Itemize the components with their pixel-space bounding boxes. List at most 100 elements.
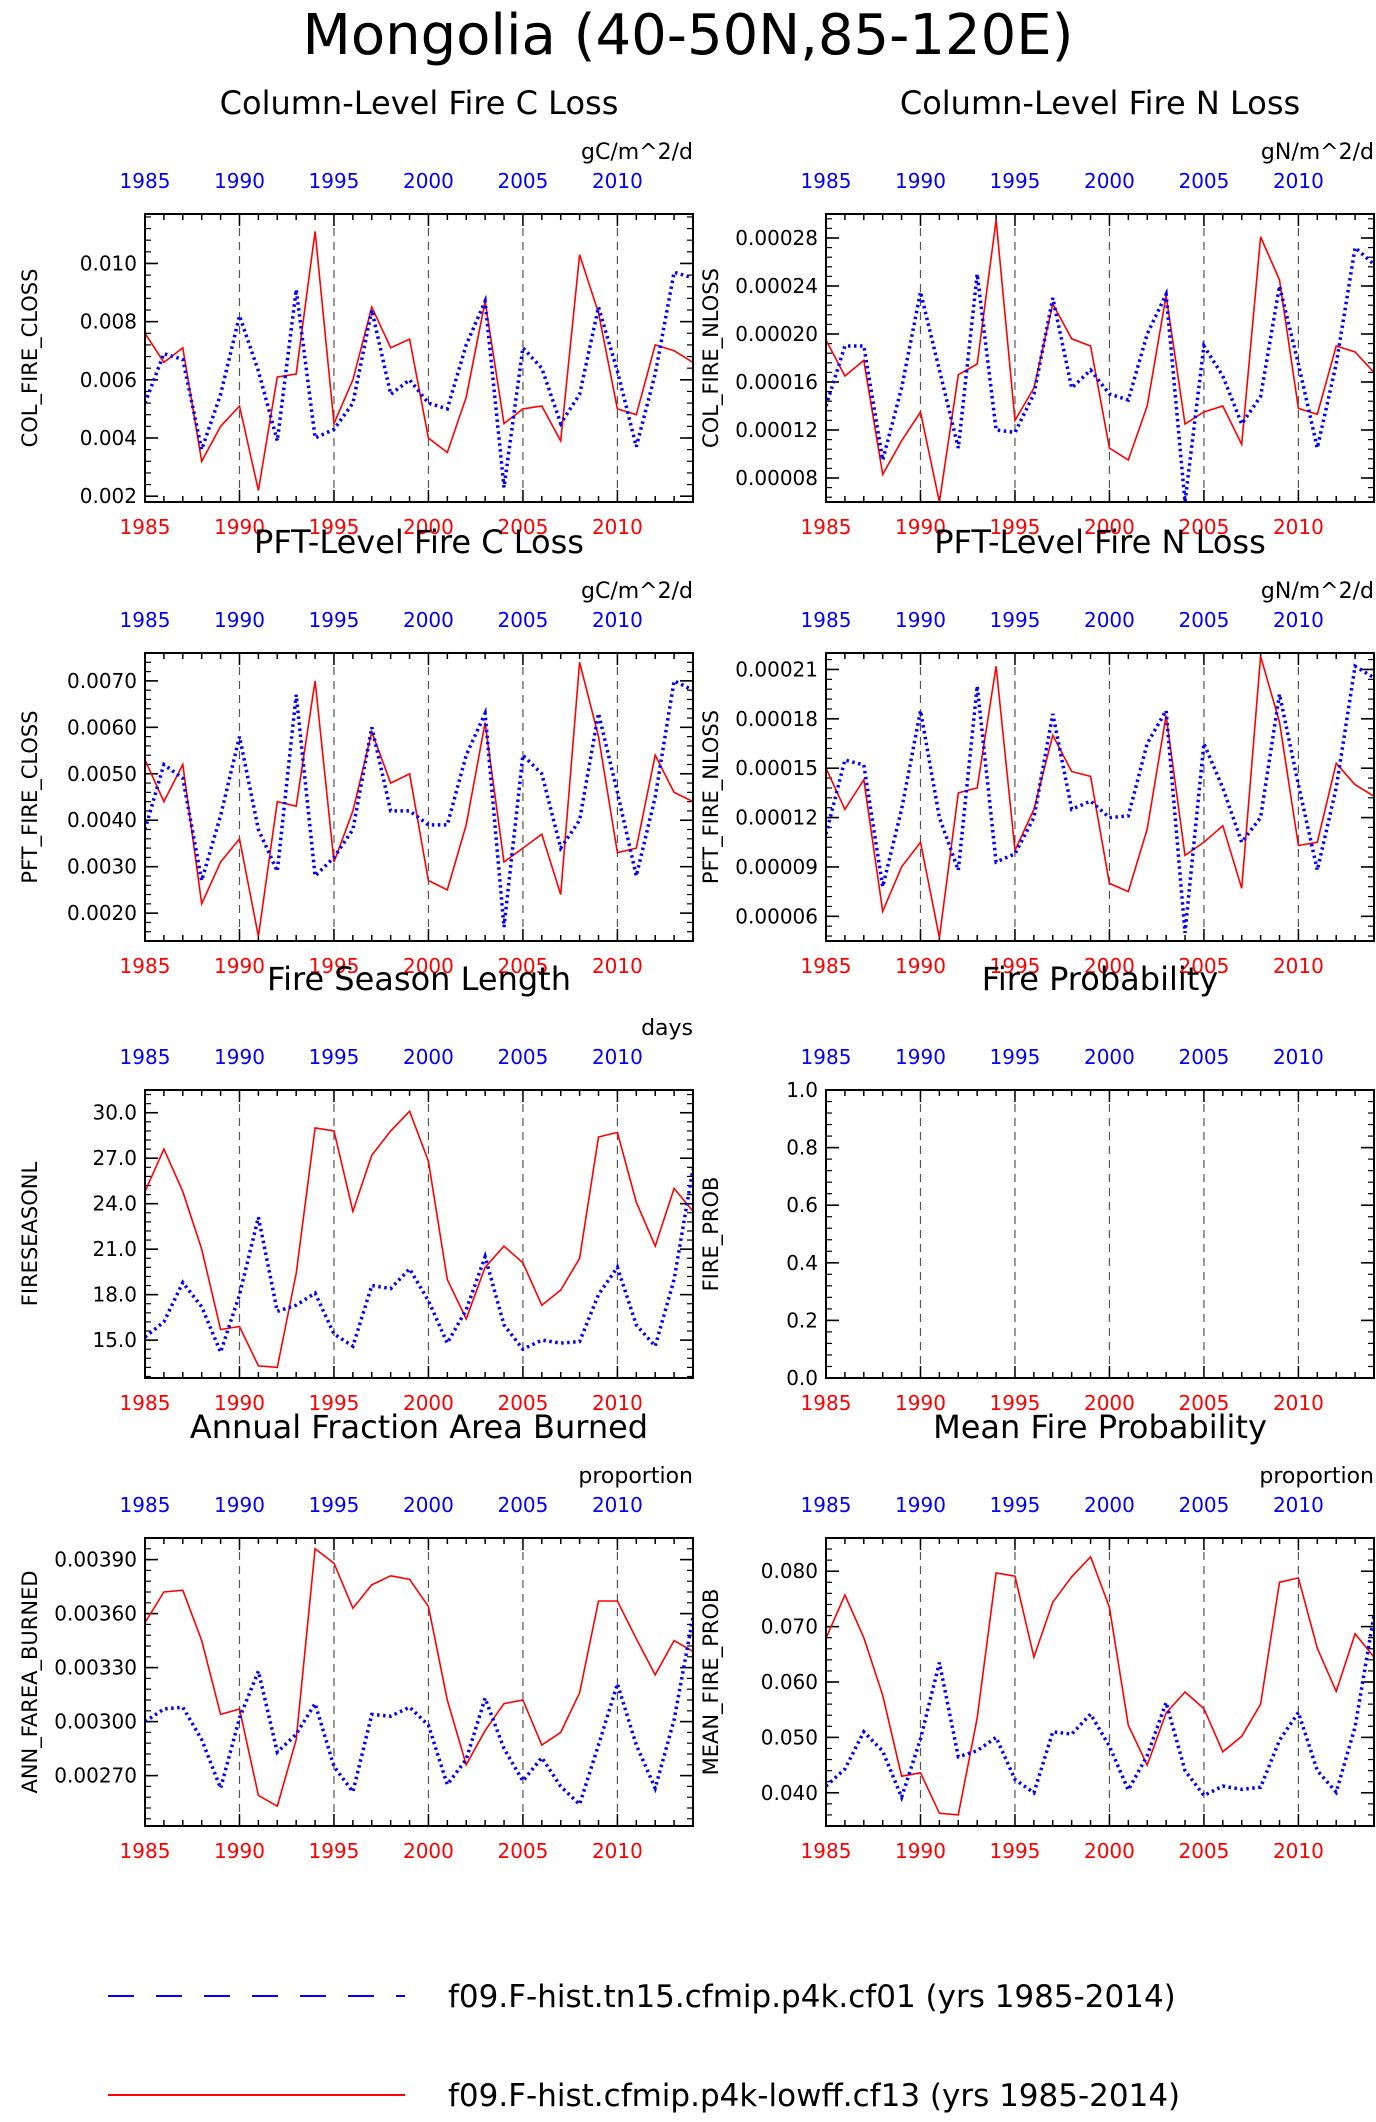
y-axis-label: MEAN_FIRE_PROB (699, 1589, 724, 1776)
x-tick-label-top: 1995 (309, 1045, 360, 1069)
x-tick-label-top: 1990 (214, 169, 265, 193)
plot-frame (825, 1537, 1375, 1827)
x-tick-label-bottom: 2000 (1084, 1839, 1135, 1863)
plot-frame (825, 213, 1375, 503)
y-tick-label: 0.080 (761, 1559, 818, 1583)
y-tick-label: 0.00012 (735, 418, 818, 442)
x-tick-label-bottom: 1985 (801, 1391, 852, 1415)
x-tick-label-bottom: 1995 (309, 515, 360, 539)
x-tick-label-top: 2010 (1273, 169, 1324, 193)
series-group (145, 1109, 693, 1369)
x-tick-label-bottom: 1995 (309, 1391, 360, 1415)
y-tick-label: 0.00270 (54, 1764, 137, 1788)
x-tick-label-bottom: 1985 (801, 515, 852, 539)
chart-panel: PFT-Level Fire C Loss gC/m^2/d 0.0020 0.003… (18, 523, 694, 978)
plot-frame (144, 1089, 694, 1379)
x-tick-label-bottom: 2005 (1178, 515, 1229, 539)
series-line-dotted (145, 269, 693, 488)
plot-frame (144, 652, 694, 942)
x-tick-label-bottom: 2010 (592, 515, 643, 539)
x-tick-label-top: 1990 (214, 608, 265, 632)
y-tick-label: 0.4 (786, 1251, 818, 1275)
x-tick-label-bottom: 1990 (895, 954, 946, 978)
chart-title: PFT-Level Fire C Loss (254, 523, 584, 561)
x-tick-label-top: 1990 (895, 1045, 946, 1069)
x-tick-label-bottom: 2005 (1178, 1839, 1229, 1863)
x-tick-label-bottom: 1985 (120, 515, 171, 539)
x-tick-label-top: 2005 (1178, 608, 1229, 632)
x-tick-label-top: 2000 (1084, 1045, 1135, 1069)
x-tick-label-bottom: 2005 (1178, 954, 1229, 978)
x-tick-label-top: 1985 (120, 1045, 171, 1069)
x-tick-label-top: 2000 (403, 608, 454, 632)
series-line-dotted (145, 1616, 693, 1808)
x-tick-label-bottom: 2010 (1273, 515, 1324, 539)
x-tick-label-bottom: 1990 (895, 1839, 946, 1863)
x-tick-label-bottom: 1995 (990, 954, 1041, 978)
x-tick-label-top: 1995 (990, 169, 1041, 193)
x-tick-label-top: 2005 (497, 608, 548, 632)
y-tick-label: 0.00360 (54, 1602, 137, 1626)
series-group (145, 662, 693, 937)
y-axis-label: COL_FIRE_CLOSS (18, 269, 43, 448)
chart-panels: Column-Level Fire C Loss gC/m^2/d 0.002 0.0… (18, 84, 1375, 1863)
y-tick-label: 0.010 (80, 251, 137, 275)
chart-title: Annual Fraction Area Burned (190, 1408, 648, 1446)
x-tick-label-bottom: 1985 (120, 1839, 171, 1863)
y-tick-label: 0.00018 (735, 707, 818, 731)
y-tick-label: 0.008 (80, 310, 137, 334)
series-line-dotted (826, 244, 1374, 502)
series-line-solid (145, 231, 693, 491)
x-tick-label-bottom: 2010 (592, 1391, 643, 1415)
series-group (826, 1555, 1374, 1816)
y-axis-label: FIRESEASONL (18, 1162, 42, 1307)
x-tick-label-top: 1985 (120, 169, 171, 193)
y-tick-label: 0.050 (761, 1725, 818, 1749)
y-tick-label: 24.0 (92, 1192, 137, 1216)
x-tick-label-top: 1995 (309, 169, 360, 193)
y-tick-label: 18.0 (92, 1283, 137, 1307)
x-tick-label-top: 1990 (895, 1493, 946, 1517)
chart-units: proportion (578, 1464, 693, 1489)
plot-frame (144, 1537, 694, 1827)
series-line-solid (826, 1555, 1374, 1816)
series-line-dotted (145, 1168, 693, 1358)
x-tick-label-bottom: 1990 (895, 1391, 946, 1415)
y-tick-label: 0.070 (761, 1615, 818, 1639)
x-tick-label-top: 1985 (801, 1045, 852, 1069)
x-tick-label-top: 2010 (1273, 1493, 1324, 1517)
x-tick-label-bottom: 1995 (309, 1839, 360, 1863)
x-tick-label-top: 2000 (1084, 1493, 1135, 1517)
x-tick-label-bottom: 1995 (309, 954, 360, 978)
x-tick-label-top: 1995 (309, 608, 360, 632)
y-tick-label: 0.002 (80, 484, 137, 508)
x-tick-label-bottom: 2010 (1273, 1839, 1324, 1863)
x-tick-label-top: 2010 (592, 608, 643, 632)
x-tick-label-top: 1985 (801, 608, 852, 632)
plot-frame (144, 213, 694, 503)
y-tick-label: 0.0 (786, 1366, 818, 1390)
y-tick-label: 0.0040 (67, 808, 137, 832)
x-tick-label-top: 1990 (214, 1493, 265, 1517)
x-tick-label-bottom: 2005 (1178, 1391, 1229, 1415)
y-tick-label: 0.6 (786, 1193, 818, 1217)
y-tick-label: 0.0060 (67, 715, 137, 739)
series-group (145, 231, 693, 491)
y-tick-label: 0.0020 (67, 901, 137, 925)
y-tick-label: 0.2 (786, 1308, 818, 1332)
x-tick-label-bottom: 2010 (592, 1839, 643, 1863)
x-tick-label-top: 2010 (1273, 1045, 1324, 1069)
x-tick-label-top: 1985 (801, 1493, 852, 1517)
series-line-solid (826, 656, 1374, 938)
x-tick-label-bottom: 1995 (990, 1391, 1041, 1415)
chart-title: Column-Level Fire N Loss (900, 84, 1300, 122)
x-tick-label-top: 1985 (801, 169, 852, 193)
chart-units: gN/m^2/d (1261, 579, 1374, 604)
x-tick-label-bottom: 2010 (1273, 954, 1324, 978)
series-line-dotted (145, 678, 693, 928)
x-tick-label-bottom: 1995 (990, 515, 1041, 539)
chart-title: Fire Probability (982, 960, 1218, 998)
chart-panel: Fire Probability 0.0 0.2 0.4 0.6 0.8 1.0 1985 19… (699, 960, 1375, 1415)
y-axis-label: PFT_FIRE_CLOSS (18, 710, 43, 883)
